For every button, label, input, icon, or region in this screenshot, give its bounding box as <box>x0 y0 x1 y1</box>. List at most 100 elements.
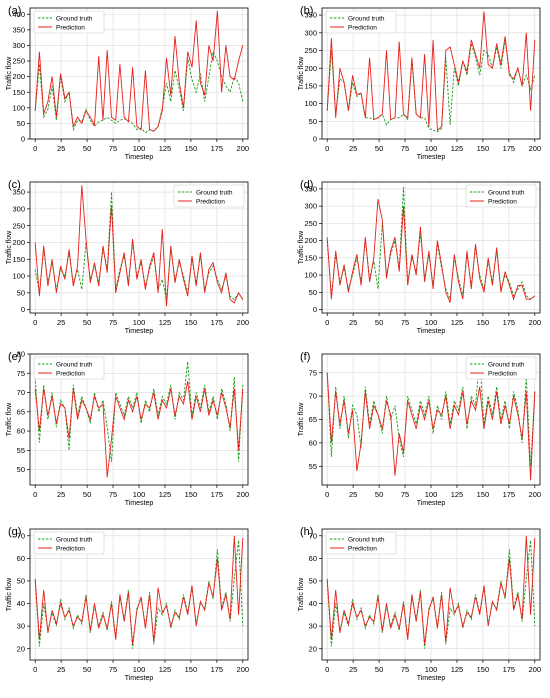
x-tick-label: 175 <box>503 318 516 327</box>
series-line-prediction <box>326 11 536 132</box>
x-tick-label: 50 <box>375 144 383 153</box>
legend-label: Prediction <box>196 198 225 205</box>
y-tick-label: 55 <box>17 446 25 455</box>
y-tick-label: 60 <box>17 427 25 436</box>
y-tick-label: 300 <box>12 41 25 50</box>
y-tick-label: 250 <box>12 57 25 66</box>
x-tick-label: 25 <box>57 490 65 499</box>
legend: Ground truth Prediction <box>173 184 245 208</box>
chart-panel: (g) 0 25 50 75 100 125 150 175 200 20 30 40 50 60 70 Tim… <box>6 526 249 682</box>
x-tick-label: 125 <box>159 490 172 499</box>
y-tick-label: 30 <box>17 622 25 631</box>
x-tick-label: 0 <box>325 318 329 327</box>
y-tick-label: 250 <box>304 46 317 55</box>
y-axis-label: Traffic flow <box>6 230 13 264</box>
legend: Ground truth Prediction <box>33 10 105 34</box>
y-axis-label: Traffic flow <box>298 402 305 436</box>
y-tick-label: 200 <box>12 238 25 247</box>
x-tick-label: 150 <box>185 144 198 153</box>
x-axis-label: Timestep <box>125 675 154 682</box>
y-tick-label: 60 <box>309 438 317 447</box>
x-tick-label: 175 <box>503 665 516 674</box>
x-tick-label: 50 <box>375 665 383 674</box>
y-tick-label: 100 <box>12 272 25 281</box>
series-line-prediction <box>326 372 536 481</box>
y-tick-label: 0 <box>21 305 25 314</box>
x-axis-label: Timestep <box>417 328 446 335</box>
legend-label: Ground truth <box>56 361 93 368</box>
y-tick-label: 80 <box>17 350 25 359</box>
chart-panel: (f) 0 25 50 75 100 125 150 175 200 55 60 65 70 75 Times… <box>298 351 541 507</box>
y-tick-label: 20 <box>309 644 317 653</box>
x-tick-label: 150 <box>185 665 198 674</box>
legend-label: Ground truth <box>348 15 385 22</box>
x-axis-label: Timestep <box>125 328 154 335</box>
y-tick-label: 150 <box>12 88 25 97</box>
x-tick-label: 75 <box>109 665 117 674</box>
chart-panel: (d) 0 25 50 75 100 125 150 175 200 0 50 100 150 200 250… <box>298 179 541 335</box>
series-line-prediction <box>34 380 244 478</box>
x-axis-label: Timestep <box>417 154 446 161</box>
x-tick-label: 150 <box>477 665 490 674</box>
x-tick-label: 50 <box>375 490 383 499</box>
x-tick-label: 175 <box>211 144 224 153</box>
x-tick-label: 175 <box>503 490 516 499</box>
legend-label: Ground truth <box>488 189 525 196</box>
chart-panel: (c) 0 25 50 75 100 125 150 175 200 0 50 100 150 200 250… <box>6 179 249 335</box>
series-line-prediction <box>34 11 244 132</box>
panel-label: (e) <box>8 351 21 363</box>
y-tick-label: 70 <box>309 531 317 540</box>
x-tick-label: 0 <box>33 665 37 674</box>
x-tick-label: 75 <box>109 490 117 499</box>
x-tick-label: 100 <box>133 490 146 499</box>
legend-label: Ground truth <box>56 536 93 543</box>
x-tick-label: 150 <box>477 144 490 153</box>
y-tick-label: 65 <box>309 415 317 424</box>
x-tick-label: 25 <box>57 665 65 674</box>
y-tick-label: 55 <box>309 462 317 471</box>
panel-label: (g) <box>8 526 21 538</box>
legend-label: Ground truth <box>488 361 525 368</box>
x-tick-label: 150 <box>185 490 198 499</box>
y-tick-label: 50 <box>17 119 25 128</box>
legend-label: Ground truth <box>348 536 385 543</box>
x-tick-label: 100 <box>425 490 438 499</box>
y-axis-label: Traffic flow <box>298 230 305 264</box>
y-tick-label: 150 <box>304 253 317 262</box>
x-tick-label: 200 <box>237 318 250 327</box>
panel-label: (b) <box>300 5 313 17</box>
panel-label: (f) <box>300 351 310 363</box>
x-tick-label: 150 <box>185 318 198 327</box>
x-tick-label: 200 <box>237 144 250 153</box>
x-tick-label: 175 <box>211 318 224 327</box>
legend: Ground truth Prediction <box>325 531 397 555</box>
panel-label: (h) <box>300 526 313 538</box>
x-tick-label: 125 <box>451 490 464 499</box>
x-tick-label: 200 <box>529 318 542 327</box>
y-tick-label: 100 <box>304 99 317 108</box>
y-tick-label: 60 <box>309 554 317 563</box>
x-tick-label: 0 <box>33 318 37 327</box>
x-tick-label: 125 <box>451 144 464 153</box>
x-axis-label: Timestep <box>417 500 446 507</box>
x-tick-label: 75 <box>109 318 117 327</box>
x-tick-label: 50 <box>83 318 91 327</box>
legend-label: Prediction <box>56 24 85 31</box>
panel-label: (d) <box>300 179 313 191</box>
chart-panel: (b) 0 25 50 75 100 125 150 175 200 0 50 100 150 200 250… <box>298 5 541 161</box>
y-tick-label: 50 <box>309 117 317 126</box>
y-tick-label: 50 <box>17 288 25 297</box>
legend-label: Ground truth <box>196 189 233 196</box>
y-tick-label: 65 <box>17 407 25 416</box>
x-tick-label: 75 <box>401 490 409 499</box>
x-tick-label: 50 <box>83 665 91 674</box>
x-tick-label: 50 <box>83 144 91 153</box>
series-line-prediction <box>326 199 536 303</box>
x-tick-label: 125 <box>451 318 464 327</box>
y-axis-label: Traffic flow <box>6 402 13 436</box>
y-tick-label: 50 <box>17 577 25 586</box>
y-axis-label: Traffic flow <box>6 577 13 611</box>
series-line-prediction <box>34 535 244 645</box>
y-tick-label: 75 <box>17 369 25 378</box>
